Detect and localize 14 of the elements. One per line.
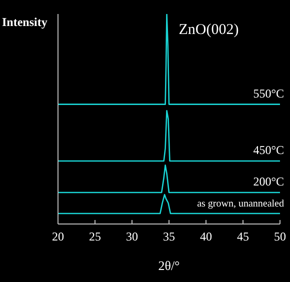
x-tick-label: 35	[163, 230, 175, 244]
x-tick-label: 50	[274, 230, 286, 244]
y-axis-title: Intensity	[2, 15, 48, 29]
x-tick-label: 30	[126, 230, 138, 244]
x-tick-label: 45	[237, 230, 249, 244]
x-tick-label: 20	[52, 230, 64, 244]
series-label: 200°C	[253, 174, 284, 188]
series-label: as grown, unannealed	[197, 198, 284, 210]
series-label: 550°C	[253, 86, 284, 100]
x-tick-label: 25	[89, 230, 101, 244]
annotation: ZnO(002)	[178, 22, 239, 38]
x-tick-label: 40	[200, 230, 212, 244]
series-label: 450°C	[253, 143, 284, 157]
x-axis-title: 2θ/°	[158, 258, 180, 273]
